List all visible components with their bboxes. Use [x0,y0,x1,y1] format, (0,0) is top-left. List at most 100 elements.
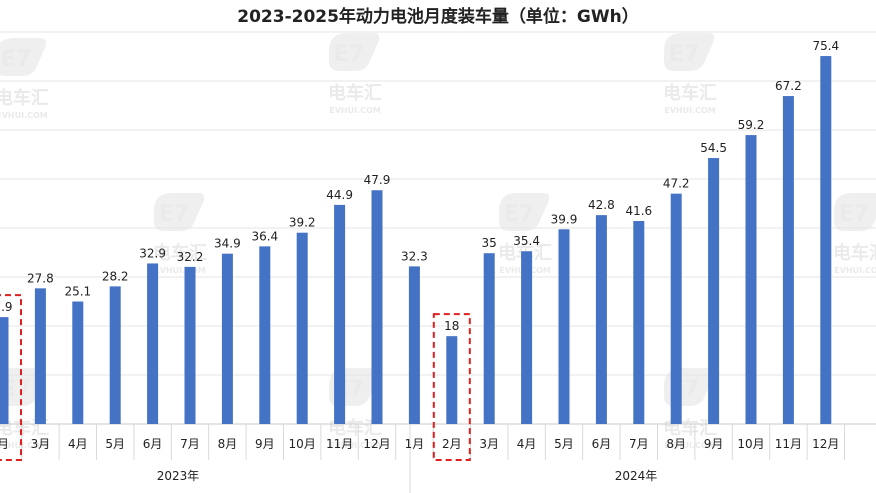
group-label-2023: 2023年 [157,469,200,483]
svg-text:电车汇: 电车汇 [153,242,207,264]
svg-text:EVHUI.COM: EVHUI.COM [329,106,381,115]
group-label-2024: 2024年 [615,469,658,483]
year-groups: 2023年 2024年 [157,469,658,483]
bar [633,220,645,424]
watermark-logo: E7 电车汇 EVHUI.COM [153,193,207,275]
bar [371,190,383,424]
value-label: 54.5 [700,141,727,155]
svg-text:EVHUI.COM: EVHUI.COM [329,441,381,450]
watermark-logo: E7 电车汇 EVHUI.COM [833,193,876,275]
bar [184,266,196,424]
bar [109,286,121,424]
svg-text:电车汇: 电车汇 [833,242,876,264]
bar [521,251,533,424]
highlight-box [432,313,471,461]
value-label: 35.4 [513,234,540,248]
x-tick-label: 6月 [592,437,612,451]
chart-title: 2023-2025年动力电池月度装车量（单位：GWh） [237,6,639,27]
bar [296,232,308,424]
watermark-logo: E7 电车汇 EVHUI.COM [328,33,382,115]
x-tick-label: 9月 [255,437,275,451]
value-label: 27.8 [27,271,54,285]
bar [558,229,570,424]
bar [34,288,46,424]
bar [820,56,832,424]
x-tick-label: 3月 [31,437,51,451]
gridlines [0,31,876,493]
value-label: 1.9 [0,300,13,314]
value-label: 32.2 [177,250,204,264]
x-tick-label: 2月 [442,437,462,451]
highlight-boxes [0,294,471,461]
bar [221,253,233,424]
value-label: 34.9 [214,237,241,251]
bar [446,336,458,424]
x-tick-label: 12月 [812,437,839,451]
value-label: 36.4 [251,229,278,243]
value-label: 39.2 [289,216,316,230]
svg-text:电车汇: 电车汇 [328,82,382,104]
svg-text:电车汇: 电车汇 [663,82,717,104]
x-tick-label: 12月 [363,437,390,451]
bar [708,158,720,425]
x-tick-label: 8月 [666,437,686,451]
bar [0,317,9,424]
x-tick-label: 7月 [629,437,649,451]
x-tick-label: 1月 [405,437,425,451]
svg-text:EVHUI.COM: EVHUI.COM [154,266,206,275]
value-labels: 1.9 27.8 25.1 28.2 32.9 32.2 34.9 36.4 39.2 44.9 4… [0,39,839,333]
x-tick-label: 7月 [180,437,200,451]
value-label: 18 [444,319,459,333]
watermark-layer: E7 电车汇 EVHUI.COM E7 电车汇 EVHUI.COM E7 电车汇 EVHUI.C… [0,33,876,450]
value-label: 28.2 [102,269,129,283]
bar [595,215,607,424]
x-tick-labels: 月 3月 4月 5月 6月 7月 8月 9月 10月 11月 12月 1月 2月 3月 4月 5月 6月 7月 8月… [0,437,839,451]
bar [147,263,159,424]
svg-text:EVHUI.COM: EVHUI.COM [834,266,876,275]
x-tick-label: 8月 [218,437,238,451]
svg-text:E7: E7 [504,202,534,227]
value-label: 59.2 [738,118,765,132]
x-tick-label: 3月 [479,437,499,451]
x-tick-label: 4月 [68,437,88,451]
value-label: 39.9 [551,212,578,226]
svg-text:E7: E7 [159,202,189,227]
svg-text:EVHUI.COM: EVHUI.COM [664,106,716,115]
value-label: 35 [482,236,497,250]
bars [0,56,832,425]
bar [259,246,271,424]
bar [745,135,757,424]
value-label: 32.3 [401,249,428,263]
x-tick-label: 5月 [554,437,574,451]
bar [483,253,495,424]
x-tick-label: 10月 [289,437,316,451]
svg-text:E7: E7 [1,47,31,72]
bar [782,96,794,425]
value-label: 47.2 [663,177,690,191]
x-tick-label: 4月 [517,437,537,451]
bar [334,204,346,424]
svg-text:EVHUI.COM: EVHUI.COM [0,111,48,120]
x-tick-label: 11月 [326,437,353,451]
x-tick-label: 9月 [704,437,724,451]
value-label: 42.8 [588,198,615,212]
watermark-logo: E7 电车汇 EVHUI.COM [663,33,717,115]
svg-text:E7: E7 [334,42,364,67]
value-label: 67.2 [775,79,802,93]
bar [670,193,682,424]
watermark-logo: E7 电车汇 EVHUI.COM [0,38,49,120]
value-label: 75.4 [812,39,839,53]
svg-text:EVHUI.COM: EVHUI.COM [664,441,716,450]
x-tick-label: 月 [0,437,9,451]
value-label: 44.9 [326,188,353,202]
x-tick-label: 5月 [105,437,125,451]
value-label: 41.6 [625,204,652,218]
x-tick-label: 11月 [775,437,802,451]
value-label: 25.1 [64,285,91,299]
value-label: 47.9 [364,173,391,187]
bar [408,266,420,424]
bar [72,301,84,424]
svg-text:E7: E7 [839,202,869,227]
svg-text:E7: E7 [669,42,699,67]
